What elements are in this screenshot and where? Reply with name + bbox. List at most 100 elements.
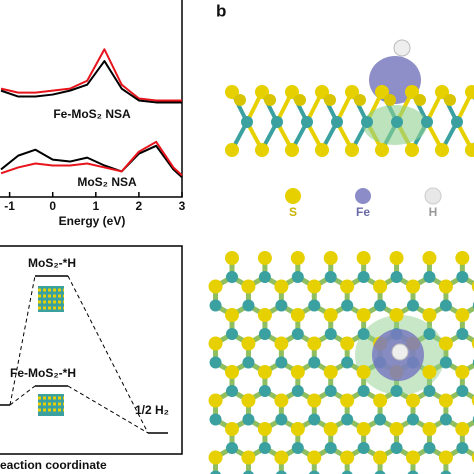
s-atom (414, 94, 426, 106)
mo-atom (275, 356, 288, 369)
s-atom (373, 279, 388, 294)
mo-atom (241, 116, 253, 128)
mo-atom (423, 385, 436, 397)
s-atom (455, 365, 470, 379)
s-atom (290, 308, 305, 322)
s-atom (389, 308, 404, 322)
s-atom (225, 251, 239, 265)
state-label: Fe-MoS₂-*H (10, 366, 76, 380)
mo-atom (271, 116, 283, 128)
mo-atom (243, 470, 254, 474)
slab-icons (38, 286, 64, 416)
connector (9, 275, 36, 406)
s-atom (356, 251, 371, 265)
mo-atom (242, 413, 255, 426)
s-atom (225, 85, 239, 99)
legend-label: H (429, 205, 438, 219)
mo-atom (357, 385, 370, 397)
s-atom (241, 279, 256, 294)
slab-pattern (38, 288, 64, 412)
s-atom (290, 365, 305, 379)
s-atom (356, 422, 371, 436)
connectors (9, 275, 149, 434)
s-atom (465, 85, 474, 99)
s-atom (373, 450, 388, 465)
s-atom (274, 450, 289, 465)
mo-atom (341, 356, 354, 369)
mo-atom (439, 356, 452, 369)
dos-line (0, 144, 183, 179)
s-atom (307, 393, 322, 408)
mo-atom (226, 328, 238, 340)
mo-atom (390, 442, 403, 454)
s-atom (208, 393, 223, 408)
mo-atom (341, 470, 353, 474)
s-atom (405, 85, 419, 99)
s-atom (438, 279, 453, 294)
connector (9, 385, 36, 406)
mo-atom (291, 328, 304, 340)
mo-atom (258, 385, 271, 397)
s-atom (375, 85, 389, 99)
mo-atom (374, 470, 386, 474)
structures (208, 39, 474, 474)
mo-atom (258, 328, 271, 340)
plot-frame (0, 0, 183, 198)
s-atom (340, 393, 355, 408)
s-atom (438, 336, 453, 351)
s-atom (255, 85, 269, 99)
s-atom (274, 279, 289, 294)
s-atom (208, 450, 223, 465)
s-atom (307, 279, 322, 294)
legend-label: S (289, 205, 297, 219)
s-atom (290, 251, 305, 265)
s-atom (422, 422, 437, 436)
annotation: Fe-MoS₂ NSA (53, 107, 131, 121)
mo-atom (331, 116, 343, 128)
mo-atom (423, 442, 436, 454)
s-atom (422, 308, 437, 322)
mo-atom (451, 116, 463, 128)
mo-atom (210, 470, 221, 474)
mo-atom (209, 299, 222, 312)
dos-line (0, 60, 182, 104)
mo-atom (226, 385, 238, 397)
mo-atom (291, 271, 304, 283)
mo-atom (456, 328, 469, 340)
s-atom (315, 85, 329, 99)
diagram-frame (0, 245, 183, 455)
s-atom (340, 336, 355, 351)
s-atom (208, 336, 223, 351)
s-atom (435, 143, 449, 157)
x-axis-label: eaction coordinate (0, 458, 107, 472)
s-atom (257, 422, 272, 436)
h-atom (393, 39, 411, 57)
s-atom (465, 143, 474, 157)
s-atom (354, 94, 366, 106)
s-atom (285, 85, 299, 99)
mo-atom (324, 385, 337, 397)
s-atom (405, 279, 420, 294)
mo-atom (421, 116, 433, 128)
s-atom (323, 365, 338, 379)
mo-atom (423, 328, 436, 340)
x-tick-label: 3 (179, 199, 186, 213)
s-atom (422, 251, 437, 265)
mo-atom (275, 413, 288, 426)
connector (67, 275, 149, 434)
mo-atom (209, 356, 222, 369)
mo-atom (456, 385, 469, 397)
s-atom (345, 143, 359, 157)
legend-sphere (424, 187, 442, 205)
s-atom (455, 308, 470, 322)
mo-atom (226, 271, 238, 283)
s-atom (340, 279, 355, 294)
dos-line (0, 48, 182, 102)
s-atom (225, 422, 239, 436)
s-atom (373, 393, 388, 408)
s-atom (225, 365, 239, 379)
mo-atom (341, 413, 354, 426)
s-atom (471, 338, 474, 349)
s-atom (444, 94, 456, 106)
mo-atom (423, 271, 436, 283)
